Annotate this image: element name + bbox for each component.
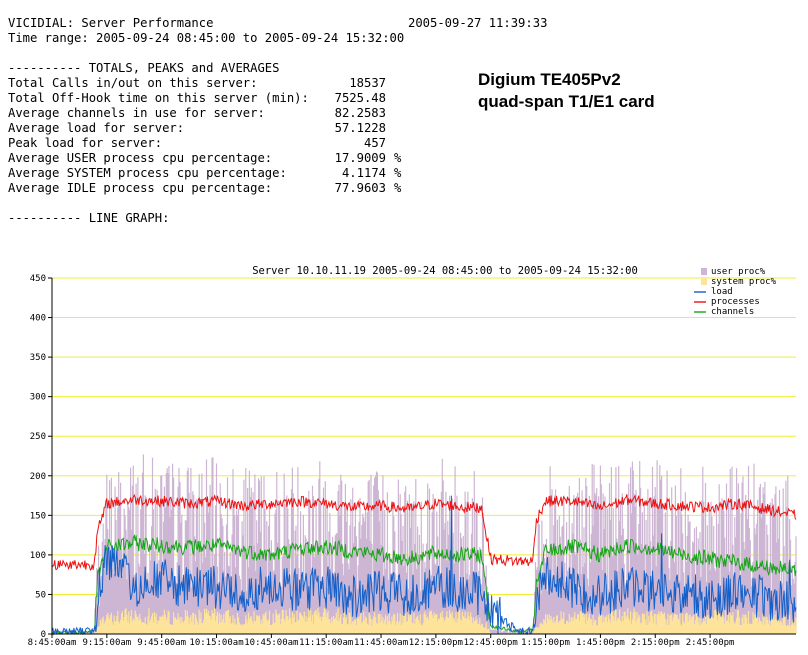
stats-section-title: ---------- TOTALS, PEAKS and AVERAGES	[8, 61, 280, 75]
legend-swatch	[701, 268, 707, 275]
x-tick-label: 10:45:00am	[244, 638, 298, 648]
stat-value: 4.1174	[341, 166, 386, 180]
y-tick-label: 150	[30, 511, 46, 521]
stat-value: 17.9009	[334, 151, 386, 165]
x-tick-label: 10:15:00am	[189, 638, 243, 648]
stat-value: 82.2583	[334, 106, 386, 120]
series-user-proc	[51, 454, 797, 634]
stat-value: 57.1228	[334, 121, 386, 135]
legend-label: user proc%	[711, 267, 766, 277]
stat-label: Average SYSTEM process cpu percentage:	[8, 166, 287, 180]
chart-title: Server 10.10.11.19 2005-09-24 08:45:00 t…	[252, 265, 638, 277]
stat-label: Average USER process cpu percentage:	[8, 151, 273, 165]
y-tick-label: 450	[30, 274, 46, 284]
card-label-line1: Digium TE405Pv2	[478, 70, 621, 89]
stat-unit: %	[394, 181, 402, 195]
y-tick-label: 200	[30, 472, 46, 482]
y-tick-label: 50	[35, 590, 46, 600]
y-tick-label: 0	[41, 630, 46, 640]
stat-value: 77.9603	[334, 181, 386, 195]
legend-label: system proc%	[711, 277, 777, 287]
x-tick-label: 12:45:00pm	[464, 638, 518, 648]
x-tick-label: 1:45:00pm	[576, 638, 625, 648]
stat-label: Average IDLE process cpu percentage:	[8, 181, 273, 195]
y-tick-label: 350	[30, 353, 46, 363]
legend-label: channels	[711, 307, 754, 317]
report-timestamp: 2005-09-27 11:39:33	[408, 16, 548, 30]
x-tick-label: 9:45:00am	[137, 638, 186, 648]
series-load	[51, 495, 797, 636]
x-tick-label: 9:15:00am	[82, 638, 131, 648]
y-tick-label: 100	[30, 551, 46, 561]
x-tick-label: 1:15:00pm	[521, 638, 570, 648]
card-label-line2: quad-span T1/E1 card	[478, 92, 655, 111]
stat-value: 7525.48	[334, 91, 386, 105]
x-tick-label: 12:15:00pm	[409, 638, 463, 648]
report-title: VICIDIAL: Server Performance	[8, 16, 214, 30]
line-layer	[51, 493, 797, 636]
stat-value: 457	[363, 136, 386, 150]
legend-label: processes	[711, 297, 760, 307]
stat-label: Total Calls in/out on this server:	[8, 76, 258, 90]
report-time-range: Time range: 2005-09-24 08:45:00 to 2005-…	[8, 31, 405, 45]
y-tick-label: 250	[30, 432, 46, 442]
stat-unit: %	[394, 166, 402, 180]
stat-unit: %	[394, 151, 402, 165]
stat-label: Average channels in use for server:	[8, 106, 265, 120]
legend-swatch	[701, 278, 707, 285]
series-processes	[51, 493, 797, 571]
x-tick-label: 2:45:00pm	[686, 638, 735, 648]
chart-legend: user proc%system proc%loadprocesseschann…	[694, 267, 777, 317]
x-tick-label: 2:15:00pm	[631, 638, 680, 648]
stat-label: Average load for server:	[8, 121, 185, 135]
stat-label: Total Off-Hook time on this server (min)…	[8, 91, 309, 105]
x-tick-label: 11:45:00am	[354, 638, 408, 648]
stat-value: 18537	[349, 76, 386, 90]
y-tick-label: 300	[30, 393, 46, 403]
area-layer	[51, 454, 797, 634]
axis-layer: 0 50 100 150 200 250 300 350 400 450 8:45:00am 9:15…	[28, 274, 796, 648]
performance-line-graph: 0 50 100 150 200 250 300 350 400 450 8:45:00am 9:15…	[28, 265, 797, 648]
y-tick-label: 400	[30, 314, 46, 324]
series-channels	[51, 533, 797, 635]
legend-label: load	[711, 287, 733, 297]
stat-label: Peak load for server:	[8, 136, 163, 150]
graph-section-title: ---------- LINE GRAPH:	[8, 211, 170, 225]
x-tick-label: 8:45:00am	[28, 638, 77, 648]
x-tick-label: 11:15:00am	[299, 638, 353, 648]
